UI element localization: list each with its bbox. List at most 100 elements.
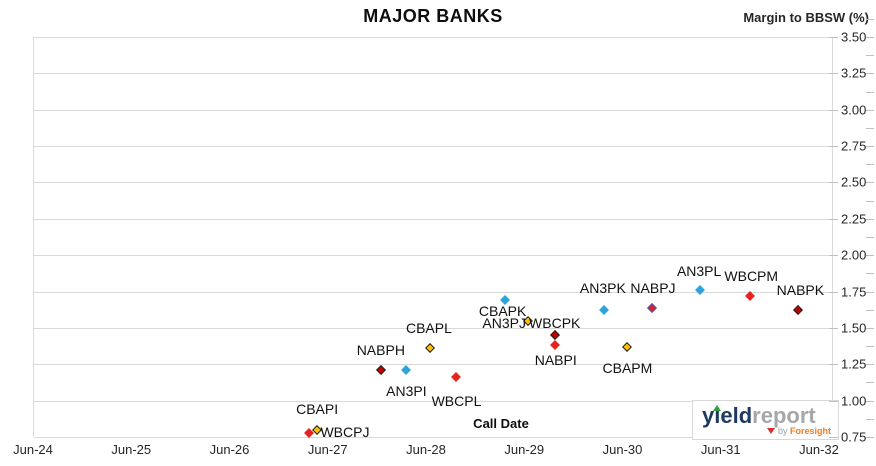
data-point-AN3PI [401,365,412,376]
gridline [34,109,832,111]
data-point-label-WBCPJ: WBCPJ [320,423,370,440]
gridline [34,364,832,366]
y-axis-tick-label: 2.25 [841,211,867,227]
logo-byline: by Foresight [766,426,831,436]
data-point-AN3PL [695,285,706,296]
y-axis-major-tick [829,182,838,184]
gridline [34,37,832,38]
gridline [34,218,832,220]
y-axis-minor-tick [866,382,874,384]
gridline [34,73,832,75]
y-axis-tick-label: 3.25 [841,65,867,81]
data-point-label-NABPK: NABPK [776,282,825,299]
logo-down-triangle-icon [766,427,775,434]
logo-up-triangle-icon [713,405,721,411]
y-axis-minor-tick [866,146,874,148]
y-axis-major-tick [829,400,838,402]
y-axis-major-tick [829,327,838,329]
y-axis-minor-tick [866,291,874,293]
data-point-label-AN3PJ: AN3PJ [482,314,526,331]
y-axis-minor-tick [866,55,874,57]
data-point-CBAPL [424,343,435,354]
y-axis-tick-label: 3.50 [841,29,867,45]
data-point-label-CBAPK: CBAPK [478,303,527,320]
data-point-AN3PK [598,305,609,316]
y-axis-minor-tick [866,18,874,20]
gridline [34,291,832,293]
y-axis-minor-tick [866,255,874,257]
data-point-label-AN3PK: AN3PK [579,280,626,297]
gridline [34,182,832,184]
y-axis-minor-tick [866,91,874,93]
data-point-NABPH [375,365,386,376]
data-point-label-NABPI: NABPI [534,352,577,369]
data-point-label-NABPH: NABPH [356,342,405,359]
y-axis-tick-label: 2.00 [841,247,867,263]
y-axis-tick-label: 2.75 [841,138,867,154]
y-axis-minor-tick [866,437,874,438]
gridline [34,146,832,148]
data-point-WBCPL [451,372,462,383]
y-axis-minor-tick [866,200,874,202]
x-axis-tick-label: Jun-28 [406,442,446,457]
y-axis-minor-tick [866,346,874,348]
data-point-label-WBCPM: WBCPM [724,267,779,284]
y-axis-tick-label: 1.25 [841,356,867,372]
y-axis-major-tick [829,218,838,220]
y-axis-tick-label: 3.00 [841,102,867,118]
y-axis-minor-tick [866,109,874,111]
y-axis-tick-label: 1.75 [841,284,867,300]
data-point-label-CBAPI: CBAPI [296,400,339,417]
data-point-label-AN3PL: AN3PL [676,263,722,280]
y-axis-minor-tick [866,37,874,38]
data-point-label-NABPJ: NABPJ [630,279,676,296]
yieldreport-logo: yıeldreport by Foresight [692,400,839,440]
y-axis-minor-tick [866,273,874,275]
y-axis-minor-tick [866,73,874,75]
data-point-CBAPM [622,341,633,352]
data-point-WBCPK [549,330,560,341]
data-point-NABPK [793,305,804,316]
data-point-label-WBCPL: WBCPL [431,393,482,410]
y-axis-major-tick [829,73,838,75]
y-axis-tick-label: 0.75 [841,429,867,445]
y-axis-tick-label: 1.00 [841,393,867,409]
y-axis-minor-tick [866,127,874,129]
x-axis-tick-label: Jun-26 [209,442,250,457]
x-axis-tick-label: Jun-25 [111,442,152,457]
y-axis-major-tick [829,109,838,111]
data-point-NABPI [549,340,560,351]
y-axis-minor-tick [866,364,874,366]
x-axis-tick-label: Jun-27 [307,442,348,457]
x-axis-tick-label: Jun-29 [504,442,545,457]
gridline [34,327,832,329]
data-point-NABPJ [647,302,657,313]
y-axis-minor-tick [866,309,874,311]
y-axis-minor-tick [866,237,874,238]
gridline [34,255,832,257]
secondary-axis-title: Margin to BBSW (%) [743,10,869,25]
y-axis-major-tick [829,364,838,366]
y-axis-tick-label: 2.50 [841,174,867,190]
logo-report-text: report [752,403,816,428]
y-axis-major-tick [829,437,838,438]
x-axis-tick-label: Jun-30 [602,442,643,457]
logo-by-text: by [777,426,790,436]
logo-yield-text: yıeld [702,403,753,428]
y-axis-major-tick [829,255,838,257]
y-axis-minor-tick [866,182,874,184]
gridline [34,400,832,402]
x-axis-tick-label: Jun-31 [700,442,741,457]
y-axis-minor-tick [866,400,874,402]
logo-wordmark: yıeldreport [702,403,816,429]
y-axis-minor-tick [866,418,874,420]
y-axis-tick-label: 1.50 [841,320,867,336]
data-point-label-WBCPK: WBCPK [529,315,581,332]
data-point-label-CBAPL: CBAPL [405,320,452,337]
logo-foresight-text: Foresight [789,426,831,436]
y-axis-major-tick [829,146,838,148]
x-axis-title: Call Date [473,416,529,431]
data-point-label-CBAPM: CBAPM [602,359,653,376]
chart-title: MAJOR BANKS [363,6,503,26]
